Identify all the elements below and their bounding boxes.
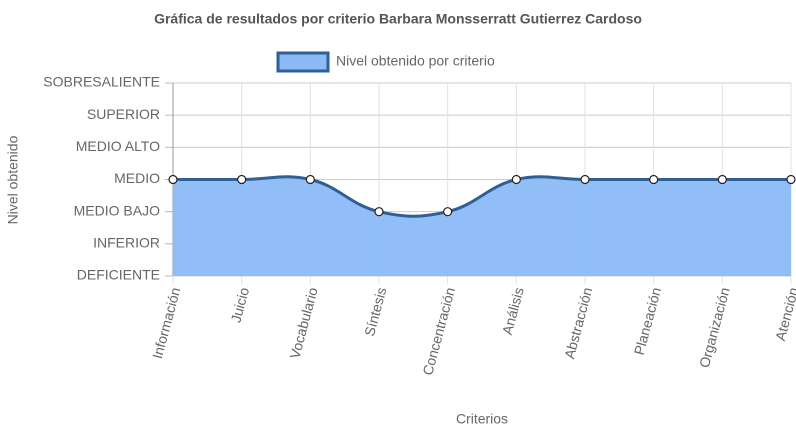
x-tick-label: Planeación	[631, 286, 664, 357]
point	[649, 174, 659, 185]
point	[717, 174, 727, 185]
x-tick-label: Información	[149, 286, 183, 361]
legend-label: Nivel obtenido por criterio	[336, 53, 495, 69]
y-tick-label: DEFICIENTE	[77, 267, 160, 283]
x-tick-label: Concentración	[419, 286, 458, 377]
x-tick-label: Atención	[772, 286, 796, 343]
point	[237, 174, 247, 185]
line	[173, 175, 791, 218]
x-axis-title: Criterios	[456, 411, 508, 427]
x-tick-label: Síntesis	[361, 286, 389, 338]
x-tick-label: Organización	[696, 286, 733, 370]
y-tick-label: MEDIO	[114, 170, 160, 186]
chart-title: Gráfica de resultados por criterio Barba…	[154, 11, 642, 27]
x-tick-label: Abstracción	[561, 286, 595, 361]
y-tick-label: INFERIOR	[93, 235, 160, 251]
y-tick-label: MEDIO ALTO	[76, 138, 160, 154]
x-tick-label: Juicio	[227, 285, 252, 324]
point	[168, 174, 178, 185]
point	[443, 207, 453, 217]
y-tick-label: MEDIO BAJO	[74, 202, 160, 218]
point	[511, 174, 521, 185]
point	[580, 174, 590, 185]
x-tick-label: Análisis	[499, 286, 527, 337]
x-tick-label: Vocabulario	[286, 285, 320, 360]
y-tick-label: SOBRESALIENTE	[43, 74, 160, 90]
point	[305, 174, 315, 185]
y-axis-title: Nivel obtenido	[5, 135, 21, 224]
area	[173, 176, 791, 276]
point	[374, 207, 384, 217]
point	[786, 174, 796, 185]
y-tick-label: SUPERIOR	[87, 106, 160, 122]
legend-swatch	[276, 51, 330, 73]
